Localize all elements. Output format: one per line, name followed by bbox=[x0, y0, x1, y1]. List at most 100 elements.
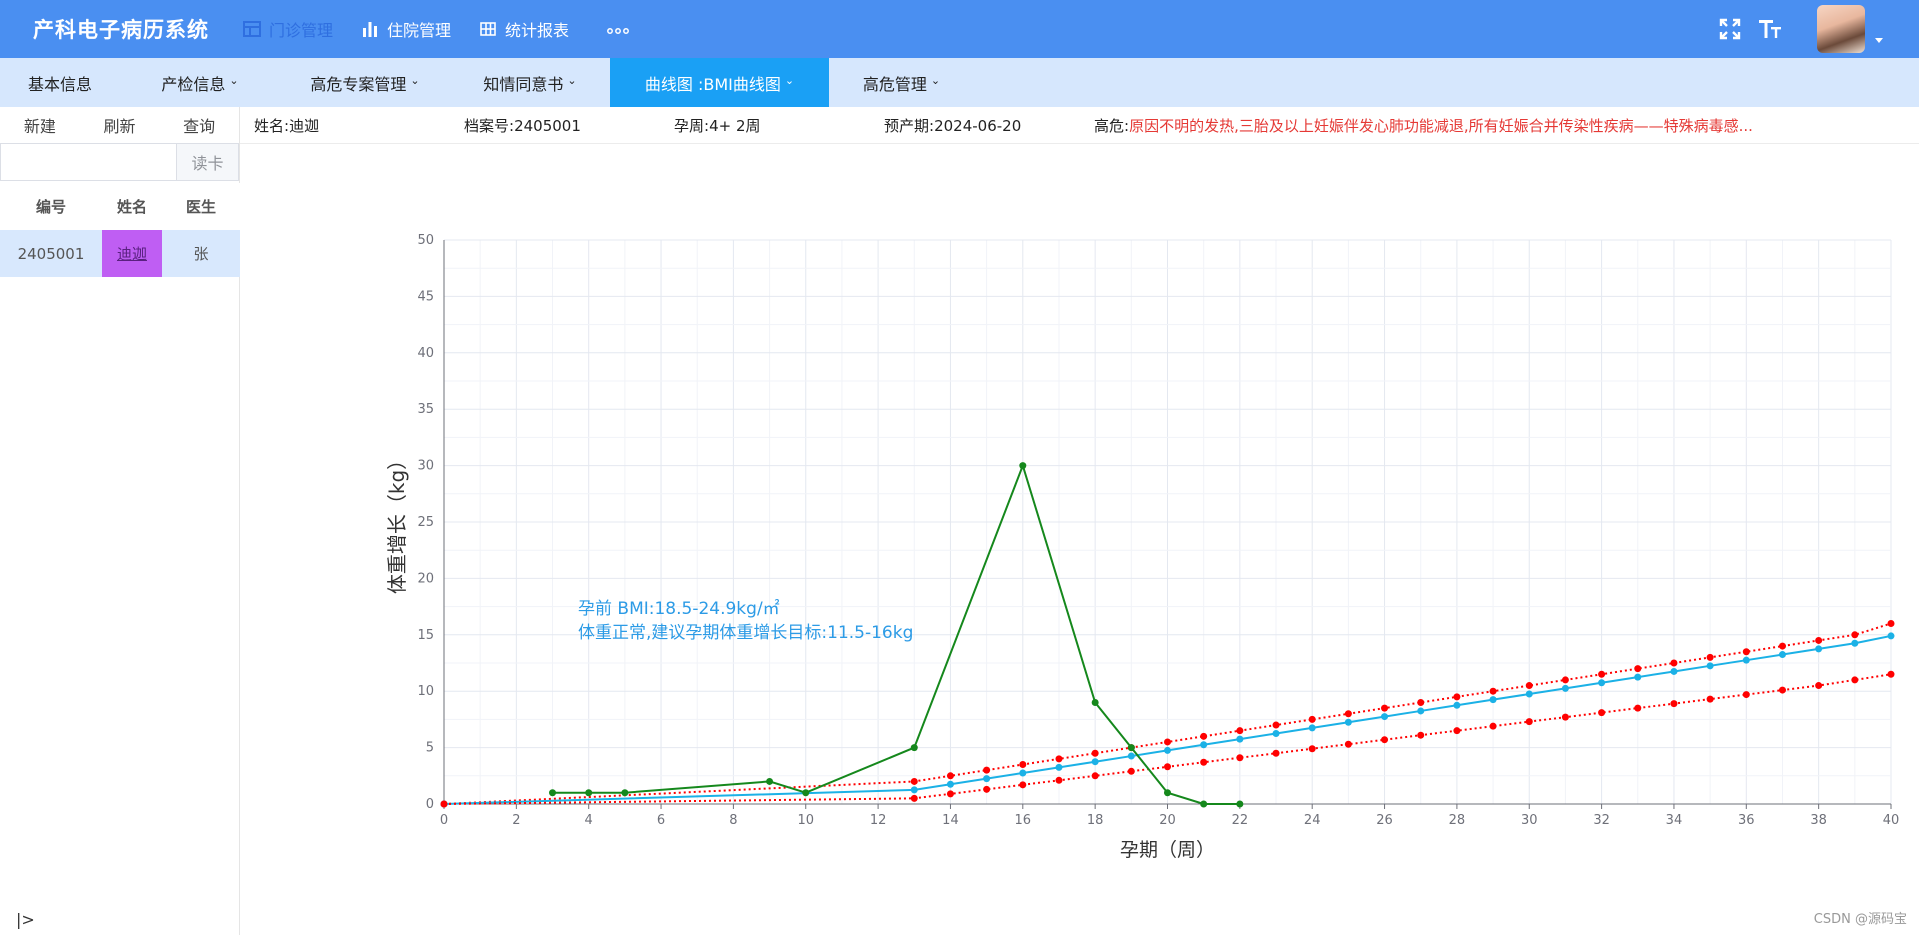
tab-basic-info[interactable]: 基本信息 bbox=[0, 58, 120, 107]
data-point-measured bbox=[1164, 789, 1171, 797]
data-point-lower bbox=[1634, 704, 1642, 712]
gestational-week: 4+ 2周 bbox=[709, 116, 761, 135]
data-point-measured bbox=[1019, 462, 1027, 470]
top-nav-label: 住院管理 bbox=[387, 21, 452, 40]
y-tick-label: 45 bbox=[417, 289, 434, 304]
collapse-sidebar-icon[interactable]: |> bbox=[16, 910, 35, 929]
x-tick-label: 8 bbox=[729, 813, 737, 828]
data-point-upper bbox=[1055, 755, 1063, 763]
table-icon bbox=[243, 20, 261, 38]
top-nav-outpatient[interactable]: 门诊管理 bbox=[243, 0, 333, 58]
data-point-measured bbox=[1091, 698, 1099, 706]
info-label: 档案号: bbox=[464, 116, 515, 135]
data-point-lower bbox=[1344, 740, 1352, 748]
new-button[interactable]: 新建 bbox=[23, 117, 56, 136]
data-point-lower bbox=[1489, 722, 1497, 730]
data-point-lower bbox=[910, 794, 918, 802]
data-point-middle bbox=[1670, 667, 1678, 675]
tab-consent[interactable]: 知情同意书 ⌄ bbox=[450, 58, 610, 107]
read-card-button[interactable]: 读卡 bbox=[176, 143, 239, 181]
data-point-upper bbox=[1200, 732, 1208, 740]
data-point-lower bbox=[1670, 700, 1678, 708]
x-tick-label: 18 bbox=[1087, 813, 1104, 828]
data-point-upper bbox=[983, 766, 991, 774]
data-point-middle bbox=[1525, 690, 1533, 698]
info-name: 姓名:迪迦 bbox=[254, 115, 464, 136]
sub-nav: 基本信息 产检信息 ⌄ 高危专案管理 ⌄ 知情同意书 ⌄ 曲线图 :BMI曲线图 ⌄ 高… bbox=[0, 58, 1919, 107]
data-point-middle bbox=[1417, 707, 1425, 715]
data-point-lower bbox=[1525, 718, 1533, 726]
x-tick-label: 40 bbox=[1883, 813, 1900, 828]
data-point-lower bbox=[1417, 731, 1425, 739]
tab-label: 高危管理 bbox=[862, 74, 927, 94]
watermark: CSDN @源码宝 bbox=[1813, 912, 1907, 927]
data-point-middle bbox=[1815, 645, 1823, 653]
x-tick-label: 12 bbox=[870, 813, 887, 828]
data-point-upper bbox=[1091, 749, 1099, 757]
x-tick-label: 0 bbox=[440, 813, 448, 828]
y-tick-label: 10 bbox=[417, 684, 434, 699]
y-tick-label: 35 bbox=[417, 402, 434, 417]
chevron-down-icon: ⌄ bbox=[784, 74, 795, 87]
data-point-lower bbox=[1706, 695, 1714, 703]
chart-annotation-line-2: 体重正常,建议孕期体重增长目标:11.5-16kg bbox=[578, 623, 913, 643]
cell-name-link[interactable]: 迪迦 bbox=[102, 230, 162, 277]
column-header-name: 姓名 bbox=[102, 183, 162, 230]
top-nav-inpatient[interactable]: 住院管理 bbox=[361, 0, 451, 58]
data-point-middle bbox=[1489, 696, 1497, 704]
data-point-lower bbox=[1778, 686, 1786, 694]
tab-high-risk-case[interactable]: 高危专案管理 ⌄ bbox=[280, 58, 450, 107]
top-nav-label: 门诊管理 bbox=[269, 21, 334, 40]
column-header-doctor: 医生 bbox=[162, 183, 240, 230]
x-tick-label: 20 bbox=[1159, 813, 1176, 828]
chart-axes: 0 2 4 6 8 10 12 14 16 18 20 22 24 26 28 30 32 34 36 38 40051… bbox=[417, 233, 1899, 828]
data-point-upper bbox=[946, 772, 954, 780]
search-input[interactable] bbox=[0, 143, 176, 181]
data-point-upper bbox=[1778, 642, 1786, 650]
due-date: 2024-06-20 bbox=[934, 116, 1022, 135]
data-point-lower bbox=[1019, 781, 1027, 789]
x-tick-label: 36 bbox=[1738, 813, 1755, 828]
data-point-upper bbox=[1561, 676, 1569, 684]
data-point-lower bbox=[1381, 736, 1389, 744]
data-point-upper bbox=[1019, 761, 1027, 769]
data-point-upper bbox=[1887, 620, 1895, 628]
more-icon[interactable] bbox=[607, 19, 629, 40]
y-tick-label: 50 bbox=[417, 233, 434, 248]
top-nav-reports[interactable]: 统计报表 bbox=[479, 0, 569, 58]
x-tick-label: 10 bbox=[797, 813, 814, 828]
query-button[interactable]: 查询 bbox=[183, 117, 216, 136]
x-tick-label: 38 bbox=[1810, 813, 1827, 828]
info-high-risk: 高危:原因不明的发热,三胎及以上妊娠伴发心肺功能减退,所有妊娠合并传染性疾病——… bbox=[1094, 115, 1753, 136]
y-tick-label: 15 bbox=[417, 628, 434, 643]
data-point-middle bbox=[1344, 718, 1352, 726]
data-point-lower bbox=[1887, 670, 1895, 678]
data-point-middle bbox=[910, 786, 918, 794]
data-point-upper bbox=[1308, 715, 1316, 723]
data-point-middle bbox=[1091, 758, 1099, 766]
data-point-middle bbox=[1272, 730, 1280, 737]
caret-down-icon[interactable] bbox=[1875, 37, 1883, 43]
fullscreen-icon[interactable] bbox=[1717, 16, 1743, 42]
data-point-upper bbox=[1453, 693, 1461, 701]
data-point-middle bbox=[1381, 713, 1389, 721]
refresh-button[interactable]: 刷新 bbox=[103, 117, 136, 136]
avatar[interactable] bbox=[1817, 5, 1865, 53]
data-point-middle bbox=[1453, 701, 1461, 709]
data-point-middle bbox=[1561, 684, 1569, 692]
table-row[interactable]: 2405001 迪迦 张 bbox=[0, 230, 240, 277]
info-due-date: 预产期:2024-06-20 bbox=[884, 115, 1094, 136]
tab-label: 基本信息 bbox=[27, 74, 92, 94]
data-point-middle bbox=[1634, 673, 1642, 681]
info-label: 高危: bbox=[1094, 116, 1130, 135]
chevron-down-icon: ⌄ bbox=[410, 74, 420, 87]
tab-bmi-curve[interactable]: 曲线图 :BMI曲线图 ⌄ bbox=[610, 58, 829, 107]
list-actions: 新建 刷新 查询 bbox=[0, 107, 239, 143]
data-point-lower bbox=[1164, 763, 1171, 771]
font-size-icon[interactable] bbox=[1757, 16, 1783, 42]
tab-high-risk-manage[interactable]: 高危管理 ⌄ bbox=[829, 58, 974, 107]
top-nav: 门诊管理 住院管理 统计报表 bbox=[243, 0, 629, 58]
tab-prenatal-info[interactable]: 产检信息 ⌄ bbox=[120, 58, 280, 107]
data-point-upper bbox=[1815, 636, 1823, 644]
